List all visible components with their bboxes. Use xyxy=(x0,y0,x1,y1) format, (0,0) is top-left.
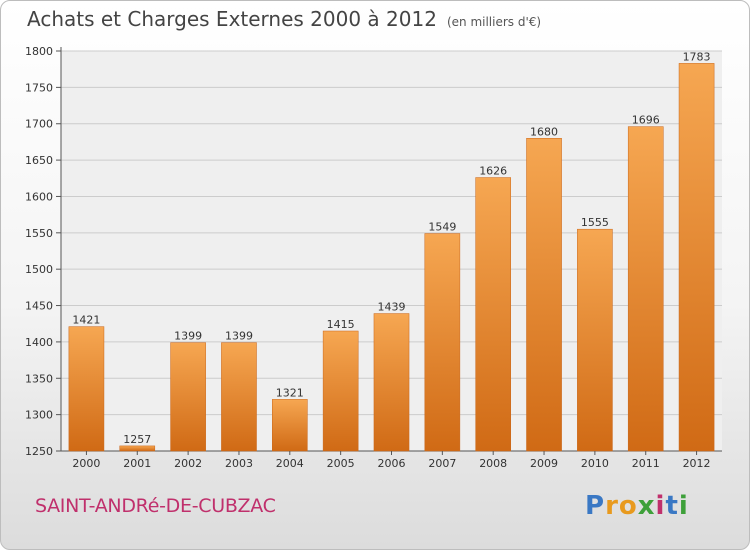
bar-value-label: 1415 xyxy=(327,318,355,331)
y-tick-label: 1300 xyxy=(25,409,53,422)
logo-letter: x xyxy=(637,491,656,521)
logo-letter: P xyxy=(585,491,606,521)
chart-title-text: Achats et Charges Externes 2000 à 2012 xyxy=(27,7,437,31)
y-tick-label: 1550 xyxy=(25,227,53,240)
chart-unit-text: (en milliers d'€) xyxy=(446,15,542,29)
y-tick-label: 1800 xyxy=(25,45,53,58)
x-tick-label: 2001 xyxy=(123,457,151,470)
bar xyxy=(475,177,511,452)
x-tick-label: 2008 xyxy=(479,457,507,470)
x-tick-label: 2003 xyxy=(225,457,253,470)
bar-value-label: 1439 xyxy=(378,301,406,314)
x-tick-label: 2011 xyxy=(632,457,660,470)
bar xyxy=(373,313,410,452)
x-tick-label: 2000 xyxy=(72,457,100,470)
bar-value-label: 1549 xyxy=(428,221,456,234)
bar-value-label: 1555 xyxy=(581,216,609,229)
x-tick-label: 2004 xyxy=(276,457,304,470)
y-tick-label: 1400 xyxy=(25,336,53,349)
y-tick-label: 1750 xyxy=(25,81,53,94)
bar xyxy=(577,228,613,452)
bar xyxy=(221,342,257,452)
x-tick-label: 2002 xyxy=(174,457,202,470)
y-tick-label: 1500 xyxy=(25,263,53,276)
bar xyxy=(678,63,715,452)
bar-value-label: 1680 xyxy=(530,125,558,138)
bar xyxy=(424,233,461,452)
x-tick-label: 2009 xyxy=(530,457,558,470)
x-tick-label: 2010 xyxy=(581,457,609,470)
bar-value-label: 1626 xyxy=(479,165,507,178)
bar xyxy=(272,399,308,452)
bar-value-label: 1421 xyxy=(72,314,100,327)
bar-value-label: 1783 xyxy=(683,50,711,63)
logo-letter: t xyxy=(665,491,679,521)
bar xyxy=(322,330,359,452)
logo-letter: o xyxy=(618,491,638,521)
bar-value-label: 1321 xyxy=(276,386,304,399)
chart-title: Achats et Charges Externes 2000 à 2012 (e… xyxy=(27,7,541,31)
bar-value-label: 1257 xyxy=(123,433,151,446)
y-tick-label: 1650 xyxy=(25,154,53,167)
x-tick-label: 2005 xyxy=(327,457,355,470)
logo-letter: i xyxy=(655,491,666,521)
y-tick-label: 1600 xyxy=(25,190,53,203)
logo-letter: i xyxy=(678,491,689,521)
bar xyxy=(627,126,664,452)
bar-value-label: 1399 xyxy=(174,330,202,343)
y-tick-label: 1250 xyxy=(25,445,53,458)
y-tick-label: 1700 xyxy=(25,118,53,131)
logo-letter: r xyxy=(605,491,619,521)
y-tick-label: 1350 xyxy=(25,372,53,385)
x-tick-label: 2007 xyxy=(428,457,456,470)
bar-value-label: 1399 xyxy=(225,330,253,343)
y-tick-label: 1450 xyxy=(25,300,53,313)
x-tick-label: 2012 xyxy=(683,457,711,470)
proxiti-logo: Proxiti xyxy=(585,491,689,521)
bar xyxy=(170,342,206,452)
city-name: SAINT-ANDRé-DE-CUBZAC xyxy=(35,495,276,517)
bar xyxy=(119,445,156,452)
bar xyxy=(68,326,105,452)
x-tick-label: 2006 xyxy=(378,457,406,470)
bar-value-label: 1696 xyxy=(632,114,660,127)
bar xyxy=(526,138,562,452)
